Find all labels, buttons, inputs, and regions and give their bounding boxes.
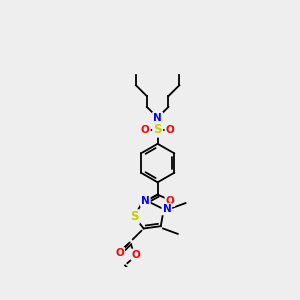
Text: O: O bbox=[141, 125, 150, 135]
Text: O: O bbox=[166, 196, 174, 206]
Text: S: S bbox=[153, 123, 162, 136]
Text: N: N bbox=[163, 204, 171, 214]
Text: O: O bbox=[166, 125, 174, 135]
Text: O: O bbox=[132, 250, 140, 260]
Text: N: N bbox=[153, 112, 162, 123]
Text: N: N bbox=[141, 196, 150, 206]
Text: S: S bbox=[130, 211, 139, 224]
Text: O: O bbox=[115, 248, 124, 258]
